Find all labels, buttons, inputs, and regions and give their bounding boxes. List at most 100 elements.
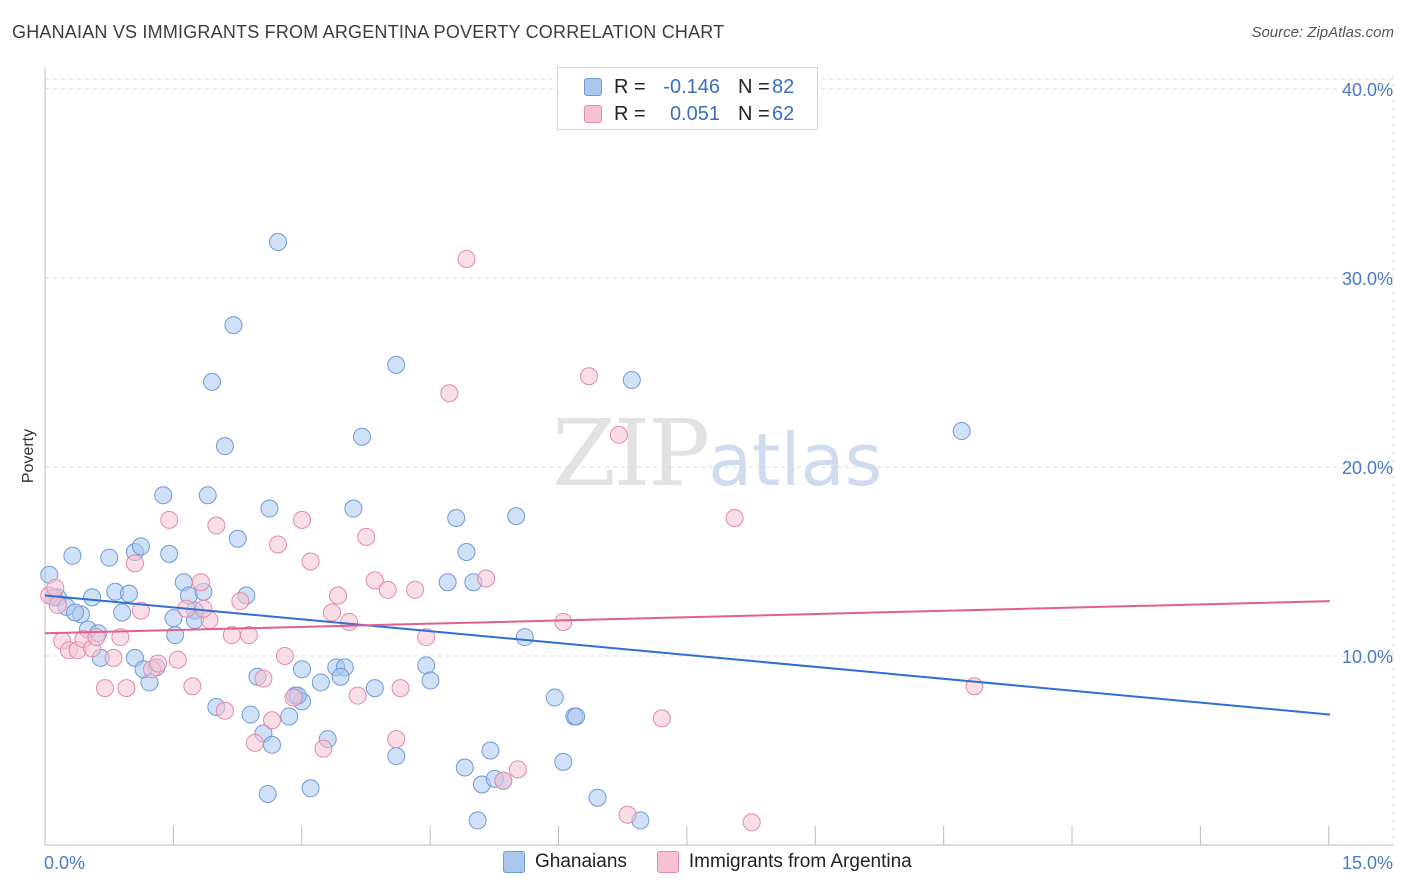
legend-swatch-ghanaians — [584, 78, 602, 96]
point-argentina — [477, 569, 496, 588]
point-ghanaians — [203, 372, 222, 391]
point-argentina — [95, 679, 114, 698]
point-ghanaians — [421, 671, 440, 690]
point-ghanaians — [447, 508, 466, 527]
legend-n-label: N = — [738, 102, 770, 125]
y-tick-label: 20.0% — [1342, 458, 1393, 478]
point-ghanaians — [164, 609, 183, 628]
series-legend: Ghanaians Immigrants from Argentina — [503, 851, 942, 873]
point-argentina — [117, 679, 136, 698]
watermark-zip: ZIP — [552, 400, 710, 507]
x-tick-label: 15.0% — [1342, 853, 1393, 873]
point-ghanaians — [622, 371, 641, 389]
point-argentina — [417, 628, 436, 647]
legend-n-label: N = — [738, 75, 770, 98]
point-ghanaians — [457, 543, 476, 562]
point-ghanaians — [160, 544, 179, 563]
point-ghanaians — [63, 546, 82, 565]
y-axis-label: Poverty — [20, 429, 37, 483]
point-ghanaians — [417, 656, 436, 675]
point-argentina — [293, 510, 311, 529]
point-argentina — [508, 760, 527, 779]
legend-row-argentina: R = 0.051 N = 62 — [584, 101, 794, 127]
point-ghanaians — [260, 499, 279, 518]
point-argentina — [149, 654, 168, 673]
data-points — [40, 233, 984, 832]
point-argentina — [322, 603, 341, 622]
legend-r-label: R = — [614, 75, 646, 98]
point-ghanaians — [387, 355, 406, 374]
legend-r-value: 0.051 — [669, 102, 720, 125]
point-argentina — [365, 571, 384, 590]
point-ghanaians — [455, 758, 474, 777]
point-argentina — [406, 580, 425, 599]
point-argentina — [378, 580, 397, 599]
point-ghanaians — [100, 548, 119, 567]
tick-labels: 10.0% 20.0% 30.0% 40.0% 0.0% 15.0% — [44, 80, 1393, 873]
point-ghanaians — [567, 707, 586, 726]
point-argentina — [284, 688, 303, 707]
legend-label-ghanaians: Ghanaians — [535, 851, 627, 872]
point-ghanaians — [65, 603, 84, 622]
point-argentina — [457, 250, 476, 269]
legend-label-argentina: Immigrants from Argentina — [688, 851, 912, 872]
trend-lines — [44, 594, 1331, 716]
watermark: ZIPatlas — [552, 400, 882, 507]
point-argentina — [111, 628, 130, 647]
point-argentina — [440, 384, 459, 403]
point-argentina — [357, 527, 376, 546]
point-ghanaians — [438, 573, 457, 592]
point-ghanaians — [224, 316, 243, 335]
legend-item-argentina[interactable]: Immigrants from Argentina — [656, 851, 912, 873]
point-argentina — [231, 592, 250, 611]
correlation-legend: R = -0.146 N = 82 R = 0.051 N = 62 — [557, 67, 818, 130]
point-ghanaians — [545, 688, 564, 707]
point-ghanaians — [228, 529, 247, 548]
point-argentina — [125, 554, 144, 573]
point-ghanaians — [515, 628, 534, 647]
legend-n-value: 62 — [772, 102, 795, 125]
point-argentina — [269, 535, 288, 554]
point-ghanaians — [365, 679, 384, 698]
point-argentina — [554, 612, 573, 631]
point-argentina — [168, 650, 187, 669]
point-ghanaians — [331, 667, 350, 686]
point-ghanaians — [588, 788, 607, 807]
point-argentina — [579, 367, 598, 386]
point-argentina — [183, 677, 202, 696]
point-ghanaians — [131, 537, 150, 556]
point-argentina — [618, 805, 637, 824]
point-ghanaians — [468, 811, 487, 830]
point-argentina — [348, 686, 367, 705]
legend-item-ghanaians[interactable]: Ghanaians — [503, 851, 627, 873]
x-tick-label: 0.0% — [44, 853, 85, 873]
legend-row-ghanaians: R = -0.146 N = 82 — [584, 74, 794, 100]
point-ghanaians — [507, 507, 526, 526]
point-argentina — [104, 648, 123, 667]
watermark-atlas: atlas — [708, 418, 883, 502]
point-ghanaians — [952, 422, 971, 441]
point-argentina — [191, 573, 210, 592]
y-tick-label: 10.0% — [1342, 647, 1393, 667]
point-argentina — [340, 612, 359, 631]
point-ghanaians — [344, 499, 363, 518]
point-argentina — [275, 646, 294, 665]
point-ghanaians — [83, 588, 102, 607]
grid-lines — [45, 75, 1395, 845]
point-ghanaians — [258, 784, 277, 803]
point-ghanaians — [387, 747, 406, 766]
point-argentina — [391, 679, 410, 698]
point-argentina — [725, 508, 744, 527]
point-argentina — [131, 601, 150, 620]
y-tick-label: 30.0% — [1342, 269, 1393, 289]
point-argentina — [207, 516, 226, 535]
point-ghanaians — [311, 673, 330, 692]
legend-swatch-argentina — [656, 851, 679, 873]
source-label: Source: ZipAtlas.com — [1251, 24, 1394, 41]
trend-line-ghanaians — [44, 594, 1331, 716]
point-ghanaians — [198, 486, 217, 505]
point-argentina — [301, 552, 320, 571]
legend-swatch-argentina — [584, 105, 602, 123]
point-argentina — [215, 701, 234, 720]
